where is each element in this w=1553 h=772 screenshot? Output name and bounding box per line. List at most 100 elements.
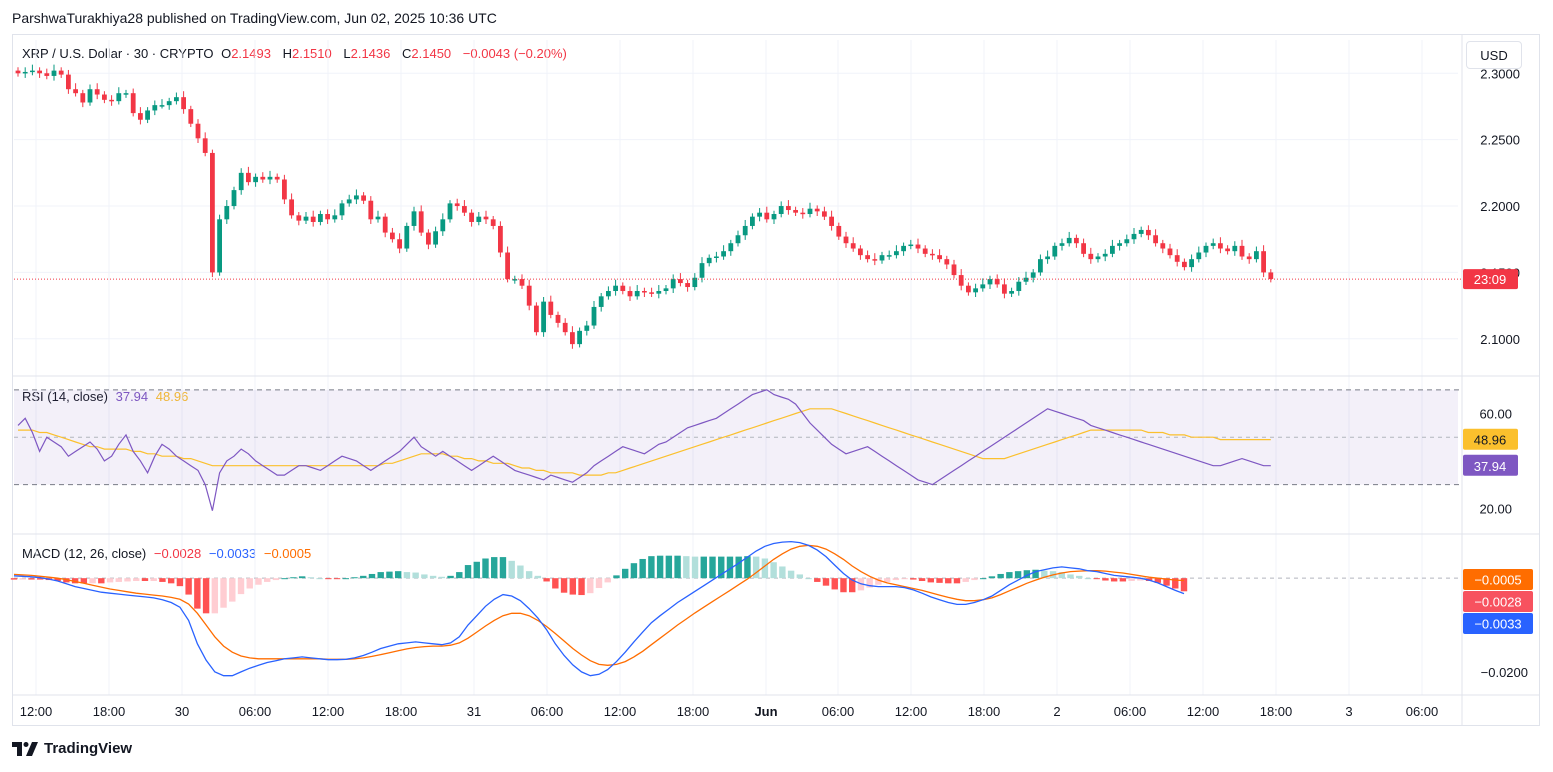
candle-body	[850, 243, 856, 249]
macd-signal-badge	[1463, 569, 1533, 591]
macd-histogram-bar	[1093, 578, 1100, 580]
candle-body	[310, 216, 316, 222]
candle-body	[620, 285, 626, 292]
candle-body	[987, 279, 993, 285]
candle-body	[1110, 245, 1115, 254]
macd-histogram-bar	[744, 556, 751, 579]
symbol-label[interactable]: XRP / U.S. Dollar · 30 · CRYPTO	[22, 46, 214, 61]
candle-body	[843, 236, 849, 244]
rsi-badge-text: 37.94	[1474, 459, 1507, 474]
macd-histogram-bar	[787, 570, 795, 579]
candle-body	[591, 306, 597, 326]
macd-histogram-bar	[255, 578, 262, 585]
candle-body	[152, 105, 158, 111]
candle-body	[1160, 243, 1166, 249]
macd-histogram-bar	[124, 578, 131, 582]
candle-body	[447, 203, 453, 220]
macd-histogram-bar	[133, 578, 140, 581]
price-tick-label: 2.2000	[1480, 199, 1520, 214]
close-value: 2.1450	[411, 46, 452, 61]
candle-body	[454, 203, 460, 207]
time-axis-label: 18:00	[385, 704, 418, 719]
candle-body	[102, 94, 107, 100]
macd-histogram-bar	[63, 578, 70, 583]
candle-body	[793, 210, 798, 213]
candle-body	[138, 113, 143, 120]
low-value: 2.1436	[350, 46, 391, 61]
macd-legend: MACD (12, 26, close) −0.0028 −0.0033 −0.…	[22, 546, 315, 561]
candle-body	[663, 288, 669, 292]
macd-histogram-bar	[185, 578, 192, 595]
candle-body	[339, 203, 345, 216]
candle-body	[1045, 256, 1050, 260]
candle-body	[1210, 243, 1216, 246]
macd-line-badge-text: −0.0033	[1474, 617, 1521, 632]
macd-histogram-bar	[840, 578, 847, 593]
macd-histogram-bar	[1084, 578, 1092, 580]
candle-body	[807, 208, 813, 215]
candle-body	[260, 176, 266, 180]
candle-body	[224, 206, 230, 220]
rsi-name[interactable]: RSI (14, close)	[22, 389, 108, 404]
candle-body	[1023, 277, 1029, 282]
macd-histogram-bar	[936, 578, 943, 583]
macd-histogram-bar	[1119, 578, 1127, 582]
candle-body	[1182, 261, 1187, 268]
time-axis-label: 06:00	[1114, 704, 1147, 719]
macd-histogram-bar	[613, 575, 620, 579]
macd-signal-badge-text: −0.0005	[1474, 573, 1521, 588]
candle-body	[361, 195, 366, 201]
macd-histogram-bar	[473, 561, 480, 579]
candle-body	[1131, 233, 1137, 240]
candle-body	[476, 216, 482, 222]
macd-histogram-bar	[849, 578, 856, 593]
low-label: L	[343, 46, 351, 61]
candle-body	[94, 89, 100, 95]
macd-histogram-bar	[1006, 572, 1013, 579]
macd-name[interactable]: MACD (12, 26, close)	[22, 546, 147, 561]
candle-body	[678, 279, 683, 284]
candle-body	[1218, 243, 1223, 249]
time-axis-label: 06:00	[822, 704, 855, 719]
candle-body	[836, 225, 842, 237]
macd-histogram-bar	[394, 571, 402, 579]
time-axis-label: 12:00	[895, 704, 928, 719]
candle-body	[728, 243, 734, 252]
candle-body	[1225, 248, 1230, 252]
macd-histogram-bar	[1058, 572, 1065, 579]
candle-body	[692, 277, 698, 288]
macd-histogram-bar	[89, 578, 96, 584]
candle-body	[368, 200, 374, 220]
macd-histogram-bar	[342, 578, 349, 580]
candle-body	[1016, 281, 1022, 292]
candle-body	[879, 255, 885, 261]
currency-button[interactable]: USD	[1466, 41, 1522, 69]
candle-body	[181, 97, 186, 110]
macd-histogram-bar	[543, 578, 550, 582]
time-axis-label: 30	[175, 704, 189, 719]
macd-histogram-bar	[1102, 578, 1109, 581]
candle-body	[37, 70, 42, 74]
candle-body	[937, 255, 942, 260]
candle-body	[1138, 229, 1144, 234]
candle-body	[418, 211, 424, 233]
candle-body	[1117, 243, 1122, 246]
candle-body	[966, 285, 971, 293]
candle-body	[1066, 237, 1072, 244]
change-value: −0.0043 (−0.20%)	[462, 46, 567, 61]
macd-histogram-bar	[735, 556, 742, 579]
macd-histogram-bar	[115, 578, 122, 582]
candle-body	[1059, 243, 1065, 246]
candle-body	[764, 212, 770, 220]
macd-histogram-bar	[805, 578, 812, 580]
macd-histogram-bar	[1154, 578, 1162, 583]
candle-body	[627, 291, 633, 297]
rsi-tick-label: 60.00	[1479, 407, 1512, 422]
candle-body	[944, 259, 950, 265]
macd-hist-badge-text: −0.0028	[1474, 595, 1521, 610]
macd-histogram-bar	[298, 576, 306, 579]
candle-body	[800, 212, 806, 215]
candle-body	[1189, 259, 1194, 268]
macd-histogram-bar	[560, 578, 568, 593]
